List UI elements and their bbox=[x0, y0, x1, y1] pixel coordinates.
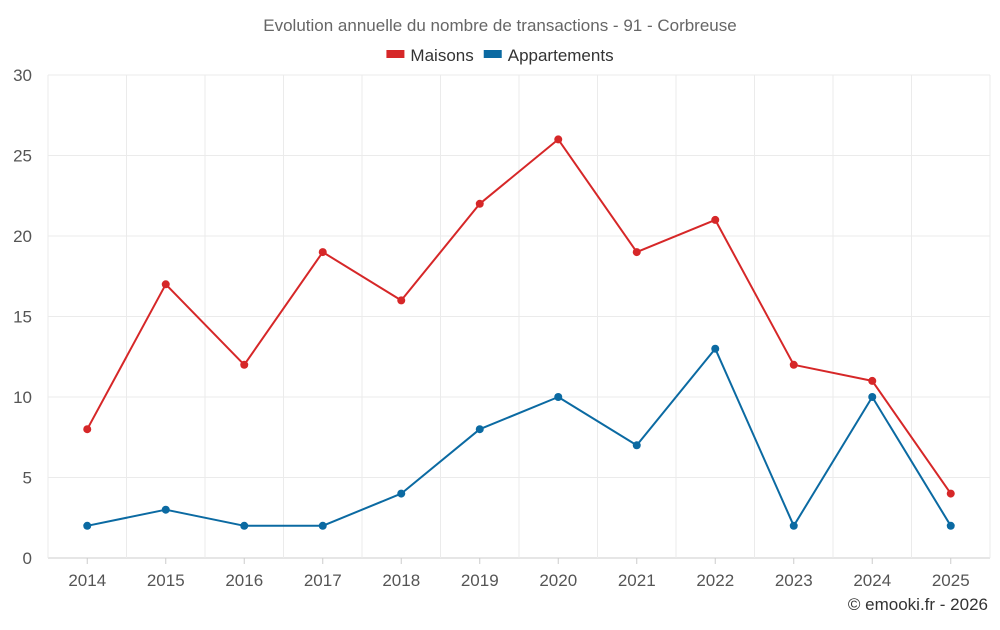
legend-label: Maisons bbox=[410, 46, 473, 65]
data-point-maisons[interactable] bbox=[318, 248, 327, 257]
data-point-appartements[interactable] bbox=[868, 393, 877, 401]
data-point-maisons[interactable] bbox=[711, 215, 720, 224]
data-point-appartements[interactable] bbox=[632, 441, 641, 450]
series-layer bbox=[83, 135, 955, 530]
data-point-maisons[interactable] bbox=[475, 199, 484, 208]
data-point-appartements[interactable] bbox=[711, 344, 720, 353]
x-tick-label: 2016 bbox=[225, 571, 263, 590]
series-line-maisons bbox=[86, 138, 952, 495]
x-tick-label: 2020 bbox=[539, 571, 577, 590]
legend-swatch bbox=[386, 50, 405, 58]
x-tick-label: 2019 bbox=[461, 571, 499, 590]
series-line-appartements bbox=[87, 347, 952, 527]
data-point-maisons[interactable] bbox=[868, 376, 877, 385]
data-point-appartements[interactable] bbox=[318, 521, 327, 530]
y-tick-label: 0 bbox=[23, 549, 32, 568]
y-tick-label: 5 bbox=[23, 469, 32, 488]
data-point-appartements[interactable] bbox=[83, 521, 92, 530]
data-point-maisons[interactable] bbox=[83, 425, 92, 434]
x-tick-label: 2014 bbox=[68, 571, 106, 590]
y-axis: 0 5 10 15 20 25 30 bbox=[13, 66, 32, 568]
x-tick-label: 2025 bbox=[932, 571, 970, 590]
y-tick-label: 25 bbox=[13, 147, 32, 166]
data-point-appartements[interactable] bbox=[397, 489, 406, 498]
x-tick-label: 2021 bbox=[618, 571, 656, 590]
x-tick-label: 2023 bbox=[775, 571, 813, 590]
x-tick-label: 2017 bbox=[304, 571, 342, 590]
data-point-maisons[interactable] bbox=[554, 135, 563, 144]
data-point-maisons[interactable] bbox=[397, 296, 406, 305]
data-point-maisons[interactable] bbox=[240, 360, 249, 369]
data-point-appartements[interactable] bbox=[554, 393, 563, 401]
data-point-appartements[interactable] bbox=[789, 521, 798, 530]
x-tick-label: 2018 bbox=[382, 571, 420, 590]
x-tick-label: 2024 bbox=[853, 571, 891, 590]
y-tick-label: 20 bbox=[13, 227, 32, 246]
data-point-appartements[interactable] bbox=[946, 521, 955, 530]
legend-swatch bbox=[483, 50, 502, 58]
data-point-maisons[interactable] bbox=[161, 280, 170, 289]
x-tick-label: 2015 bbox=[147, 571, 185, 590]
x-tick-label: 2022 bbox=[696, 571, 734, 590]
legend: Maisons Appartements bbox=[386, 46, 614, 65]
y-tick-label: 30 bbox=[13, 66, 32, 85]
data-point-appartements[interactable] bbox=[161, 505, 170, 514]
series-appartements bbox=[83, 344, 955, 530]
data-point-maisons[interactable] bbox=[789, 360, 798, 369]
legend-label: Appartements bbox=[508, 46, 614, 65]
x-axis: 2014 2015 2016 2017 2018 2019 2020 2021 2022 2023… bbox=[68, 558, 970, 590]
series-maisons bbox=[83, 135, 955, 498]
data-point-maisons[interactable] bbox=[632, 248, 641, 257]
data-point-appartements[interactable] bbox=[475, 425, 484, 434]
data-point-maisons[interactable] bbox=[946, 489, 955, 498]
legend-item-maisons[interactable]: Maisons bbox=[386, 46, 474, 65]
chart-title: Evolution annuelle du nombre de transact… bbox=[263, 16, 736, 35]
data-point-appartements[interactable] bbox=[240, 521, 249, 530]
y-tick-label: 15 bbox=[13, 308, 32, 327]
credit-text: © emooki.fr - 2026 bbox=[848, 595, 988, 614]
grid bbox=[47, 74, 991, 559]
legend-item-appartements[interactable]: Appartements bbox=[483, 46, 614, 65]
y-tick-label: 10 bbox=[13, 388, 32, 407]
